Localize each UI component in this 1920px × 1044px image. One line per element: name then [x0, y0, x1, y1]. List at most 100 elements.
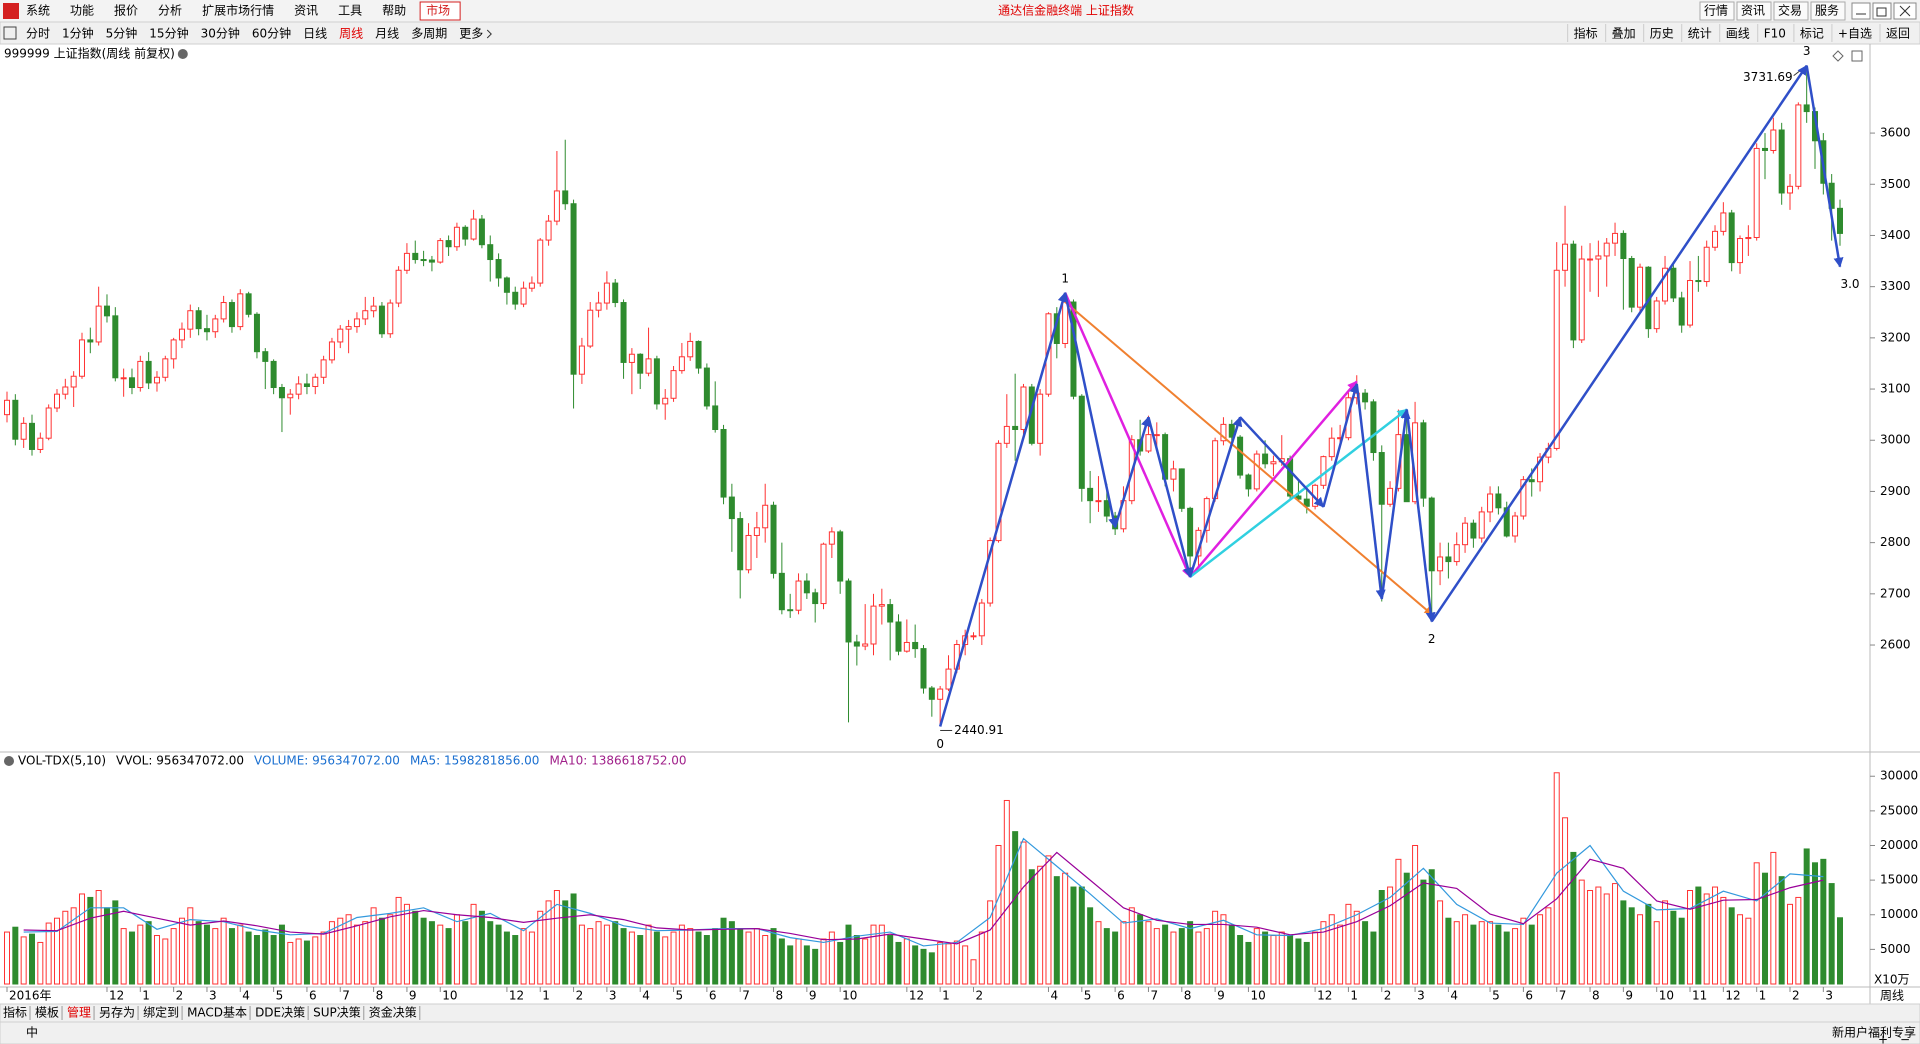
- volume-bar: [1803, 848, 1810, 985]
- candle-body: [1262, 453, 1269, 465]
- bottom-tab[interactable]: SUP决策: [313, 1006, 361, 1020]
- box-icon[interactable]: [1851, 50, 1863, 62]
- menu-right-label[interactable]: 资讯: [1741, 4, 1765, 18]
- tool-button[interactable]: 历史: [1650, 27, 1674, 41]
- volume-bar: [812, 948, 819, 985]
- menu-right-button[interactable]: [1773, 1, 1809, 21]
- volume-bar: [378, 917, 385, 985]
- period-tab[interactable]: 分时: [26, 27, 50, 41]
- bottom-tab[interactable]: 管理: [67, 1005, 91, 1020]
- menu-item[interactable]: 帮助: [382, 4, 406, 18]
- bottom-tab[interactable]: 绑定到: [143, 1005, 179, 1020]
- volume-bar: [1037, 865, 1044, 985]
- bottom-tab[interactable]: 模板: [35, 1006, 59, 1020]
- menu-right-label[interactable]: 行情: [1704, 4, 1728, 18]
- candle-body: [320, 359, 327, 378]
- menu-item[interactable]: 功能: [70, 4, 94, 18]
- candle-body: [103, 305, 110, 317]
- drawing-segment: [1380, 408, 1411, 600]
- menu-right-label[interactable]: 交易: [1778, 3, 1802, 18]
- menu-item[interactable]: 报价: [114, 3, 138, 18]
- date-label: 12: [1317, 989, 1332, 1003]
- volume-bar: [320, 931, 327, 985]
- volume-bar: [520, 928, 527, 985]
- menu-right-button[interactable]: [1810, 1, 1846, 21]
- minimize-button[interactable]: [1851, 2, 1871, 20]
- tool-button[interactable]: 画线: [1726, 27, 1750, 41]
- market-tab[interactable]: [419, 1, 461, 21]
- period-tab[interactable]: 周线: [339, 27, 363, 41]
- candle-body: [1237, 436, 1244, 476]
- candle-body: [1528, 479, 1535, 483]
- tool-button[interactable]: 叠加: [1612, 27, 1636, 41]
- candle-body: [395, 269, 402, 304]
- candle-body: [295, 383, 302, 395]
- date-label: 10: [1659, 989, 1674, 1003]
- volume-dropdown[interactable]: [4, 756, 14, 766]
- volume-bar: [1328, 914, 1335, 985]
- bottom-tab[interactable]: MACD基本: [187, 1006, 247, 1020]
- period-tab[interactable]: 30分钟: [201, 26, 240, 41]
- bottom-tab[interactable]: 资金决策: [369, 1005, 417, 1020]
- candle-body: [570, 203, 577, 375]
- market-tab-label[interactable]: 市场: [426, 3, 450, 18]
- bottom-tab[interactable]: 指标: [3, 1005, 27, 1020]
- candle-body: [1470, 522, 1477, 539]
- tool-button[interactable]: 标记: [1800, 27, 1824, 41]
- candle-body: [1620, 232, 1627, 260]
- tool-button[interactable]: +自选: [1838, 27, 1872, 41]
- menu-right-button[interactable]: [1736, 1, 1772, 21]
- candle-body: [28, 422, 35, 450]
- date-label: 10: [842, 989, 857, 1003]
- title-dropdown[interactable]: [177, 49, 188, 59]
- bottom-tab[interactable]: DDE决策: [255, 1006, 305, 1020]
- menu-item[interactable]: 资讯: [294, 4, 318, 18]
- tool-button[interactable]: F10: [1764, 27, 1786, 41]
- tool-button[interactable]: 返回: [1886, 27, 1910, 41]
- candle-body: [195, 310, 202, 330]
- volume-bar: [1353, 910, 1360, 985]
- volume-bar: [862, 938, 869, 985]
- candle-body: [928, 687, 935, 700]
- candle-body: [1503, 507, 1510, 537]
- period-tab[interactable]: 1分钟: [62, 26, 94, 41]
- bottom-tab[interactable]: 另存为: [99, 1006, 135, 1020]
- tool-button[interactable]: 统计: [1688, 27, 1712, 41]
- candle-body: [628, 353, 635, 363]
- menu-item[interactable]: 分析: [158, 4, 182, 18]
- menu-right-button[interactable]: [1699, 1, 1735, 21]
- zoom-in[interactable]: +: [1878, 1033, 1888, 1044]
- menu-right-label[interactable]: 服务: [1815, 3, 1839, 18]
- period-tab[interactable]: 日线: [303, 27, 327, 41]
- menu-item[interactable]: 系统: [26, 4, 50, 18]
- period-tab[interactable]: 15分钟: [149, 26, 188, 41]
- period-tab[interactable]: 月线: [375, 27, 399, 41]
- candle-body: [1737, 238, 1744, 264]
- volume-bar: [1678, 917, 1685, 985]
- period-tab[interactable]: 多周期: [411, 27, 447, 41]
- tool-button[interactable]: 指标: [1574, 26, 1598, 41]
- period-tab[interactable]: 60分钟: [252, 26, 291, 41]
- volume-bar: [1595, 886, 1602, 985]
- toolbar: [0, 21, 1920, 45]
- candle-body: [587, 309, 594, 347]
- date-label: 1: [942, 989, 950, 1003]
- y-tick-label: 2700: [1880, 586, 1911, 600]
- promo-link[interactable]: 新用户福利专享: [1832, 1025, 1916, 1040]
- volume-bar: [1620, 900, 1627, 985]
- volume-bar: [295, 938, 302, 985]
- period-tab[interactable]: 更多: [459, 27, 483, 41]
- volume-bar: [1503, 931, 1510, 985]
- candle-body: [1712, 230, 1719, 248]
- restore-button[interactable]: [1872, 2, 1892, 20]
- candle-body: [1145, 434, 1152, 452]
- menu-item[interactable]: 工具: [338, 4, 362, 18]
- candle-body: [345, 326, 352, 330]
- candle-body: [870, 605, 877, 645]
- zoom-out[interactable]: −: [1900, 1033, 1910, 1044]
- menu-item[interactable]: 扩展市场行情: [202, 3, 274, 18]
- volume-bar: [1712, 886, 1719, 985]
- diamond-icon[interactable]: [1832, 50, 1844, 62]
- period-tab[interactable]: 5分钟: [106, 26, 138, 41]
- candle-body: [203, 328, 210, 333]
